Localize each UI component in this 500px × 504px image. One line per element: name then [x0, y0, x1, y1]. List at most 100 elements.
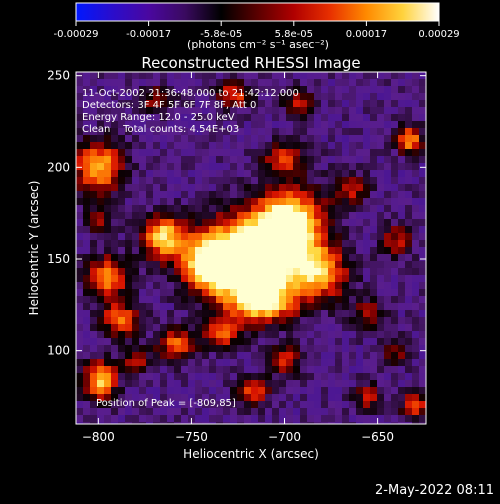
heatmap-cell	[153, 72, 160, 79]
heatmap-cell	[97, 261, 104, 268]
heatmap-cell	[293, 275, 300, 282]
heatmap-cell	[300, 401, 307, 408]
heatmap-cell	[90, 184, 97, 191]
heatmap-cell	[384, 170, 391, 177]
heatmap-cell	[160, 338, 167, 345]
heatmap-cell	[419, 170, 426, 177]
heatmap-cell	[153, 107, 160, 114]
heatmap-cell	[104, 114, 111, 121]
heatmap-cell	[104, 205, 111, 212]
heatmap-cell	[90, 86, 97, 93]
heatmap-cell	[251, 359, 258, 366]
heatmap-cell	[349, 415, 356, 422]
heatmap-cell	[328, 317, 335, 324]
heatmap-cell	[265, 331, 272, 338]
heatmap-cell	[202, 317, 209, 324]
heatmap-cell	[412, 219, 419, 226]
heatmap-cell	[293, 345, 300, 352]
plot-frame	[75, 71, 427, 425]
heatmap-cell	[314, 100, 321, 107]
heatmap-cell	[314, 422, 321, 424]
heatmap-cell	[244, 338, 251, 345]
heatmap-cell	[314, 415, 321, 422]
heatmap-cell	[265, 366, 272, 373]
heatmap-cell	[377, 163, 384, 170]
heatmap-cell	[188, 93, 195, 100]
heatmap-cell	[160, 107, 167, 114]
heatmap-cell	[132, 156, 139, 163]
heatmap-cell	[335, 268, 342, 275]
heatmap-cell	[76, 212, 83, 219]
heatmap-cell	[384, 93, 391, 100]
x-tick-label: −700	[268, 430, 301, 444]
heatmap-cell	[265, 219, 272, 226]
heatmap-cell	[97, 373, 104, 380]
heatmap-cell	[244, 226, 251, 233]
heatmap-cell	[223, 408, 230, 415]
heatmap-cell	[391, 170, 398, 177]
heatmap-cell	[342, 282, 349, 289]
heatmap-cell	[258, 254, 265, 261]
heatmap-cell	[419, 373, 426, 380]
heatmap-cell	[216, 338, 223, 345]
heatmap-cell	[118, 163, 125, 170]
heatmap-cell	[363, 254, 370, 261]
heatmap-cell	[104, 198, 111, 205]
heatmap-cell	[223, 359, 230, 366]
heatmap-cell	[181, 380, 188, 387]
heatmap-cell	[391, 261, 398, 268]
heatmap-cell	[188, 240, 195, 247]
heatmap-cell	[349, 128, 356, 135]
heatmap-cell	[83, 387, 90, 394]
heatmap-cell	[412, 177, 419, 184]
heatmap-cell	[370, 226, 377, 233]
heatmap-cell	[167, 205, 174, 212]
heatmap-cell	[314, 247, 321, 254]
heatmap-cell	[160, 247, 167, 254]
heatmap-cell	[111, 107, 118, 114]
x-tick-label: −800	[82, 430, 115, 444]
heatmap-cell	[167, 149, 174, 156]
heatmap-cell	[97, 310, 104, 317]
heatmap-cell	[265, 338, 272, 345]
heatmap-cell	[398, 415, 405, 422]
heatmap-cell	[286, 121, 293, 128]
heatmap-cell	[209, 86, 216, 93]
heatmap-cell	[244, 408, 251, 415]
heatmap-cell	[321, 219, 328, 226]
heatmap-cell	[230, 394, 237, 401]
heatmap-cell	[132, 107, 139, 114]
heatmap-cell	[216, 163, 223, 170]
heatmap-cell	[293, 198, 300, 205]
heatmap-cell	[181, 345, 188, 352]
heatmap-cell	[167, 261, 174, 268]
heatmap-cell	[244, 79, 251, 86]
heatmap-cell	[314, 345, 321, 352]
heatmap-cell	[314, 156, 321, 163]
heatmap-cell	[363, 247, 370, 254]
heatmap-cell	[174, 387, 181, 394]
heatmap-cell	[223, 212, 230, 219]
heatmap-cell	[111, 296, 118, 303]
heatmap-cell	[300, 135, 307, 142]
heatmap-cell	[146, 142, 153, 149]
heatmap-cell	[244, 191, 251, 198]
heatmap-cell	[272, 282, 279, 289]
heatmap-cell	[146, 317, 153, 324]
heatmap-cell	[328, 240, 335, 247]
heatmap-cell	[300, 72, 307, 79]
heatmap-cell	[286, 331, 293, 338]
heatmap-cell	[97, 212, 104, 219]
heatmap-cell	[153, 212, 160, 219]
heatmap-cell	[83, 394, 90, 401]
heatmap-cell	[202, 93, 209, 100]
heatmap-cell	[160, 261, 167, 268]
heatmap-cell	[300, 240, 307, 247]
heatmap-cell	[174, 93, 181, 100]
heatmap-cell	[167, 331, 174, 338]
heatmap-cell	[293, 86, 300, 93]
heatmap-cell	[97, 72, 104, 79]
heatmap-cell	[363, 373, 370, 380]
heatmap-cell	[209, 338, 216, 345]
heatmap-cell	[265, 352, 272, 359]
